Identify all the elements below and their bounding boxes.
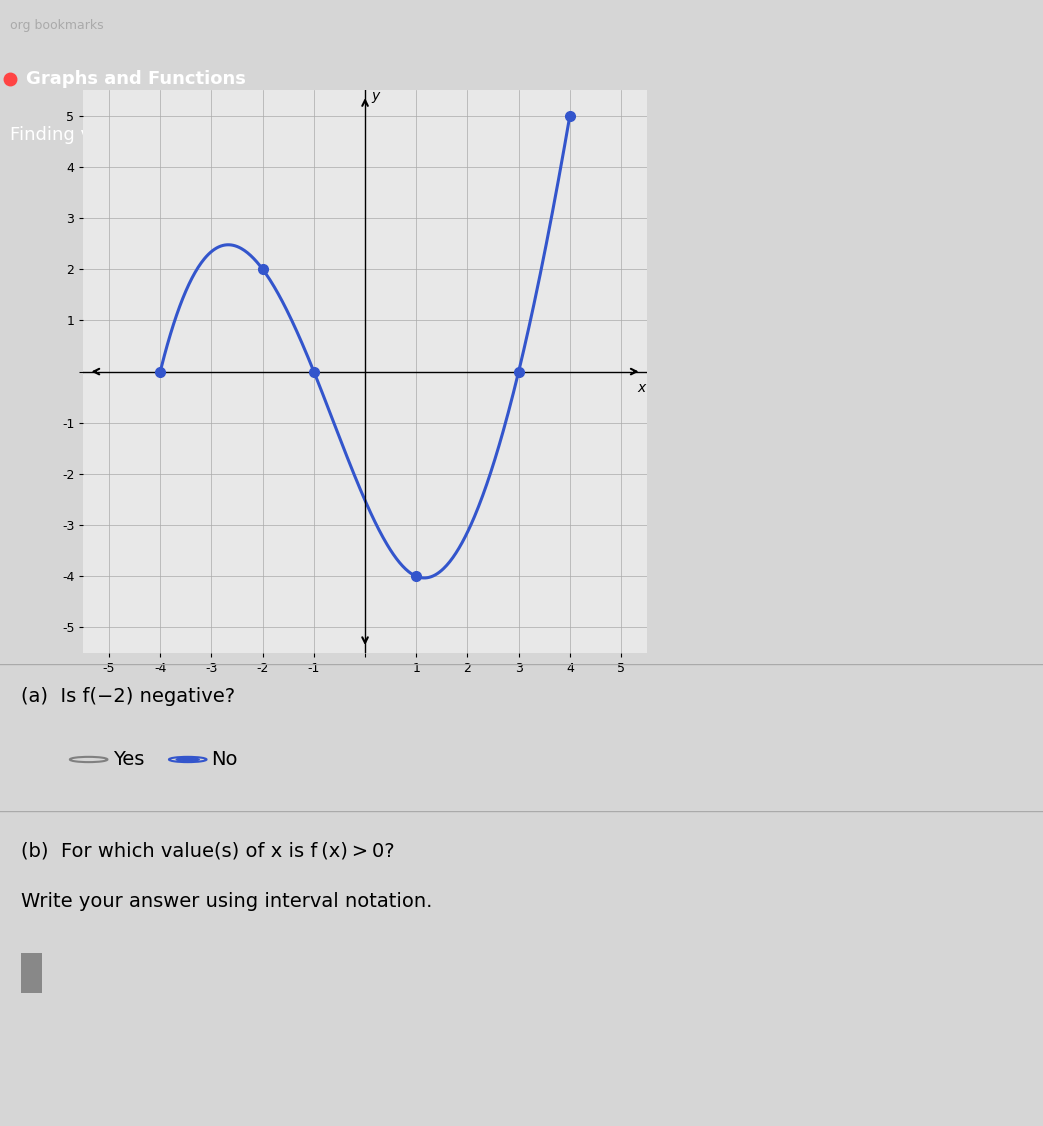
Text: No: No (211, 750, 237, 769)
Text: (b)  For which value(s) of x is f (x) > 0?: (b) For which value(s) of x is f (x) > 0… (21, 842, 394, 860)
Text: x: x (637, 381, 646, 395)
Text: Yes: Yes (113, 750, 144, 769)
Text: Graphs and Functions: Graphs and Functions (26, 70, 246, 88)
Text: y: y (371, 89, 380, 104)
Bar (21, 953, 42, 993)
Text: org bookmarks: org bookmarks (10, 19, 104, 32)
Text: Write your answer using interval notation.: Write your answer using interval notatio… (21, 893, 432, 911)
Text: (a)  Is f(−2) negative?: (a) Is f(−2) negative? (21, 687, 235, 706)
Text: Finding values and intervals where the graph of a function is zero, po: Finding values and intervals where the g… (10, 126, 636, 144)
Circle shape (176, 758, 199, 761)
